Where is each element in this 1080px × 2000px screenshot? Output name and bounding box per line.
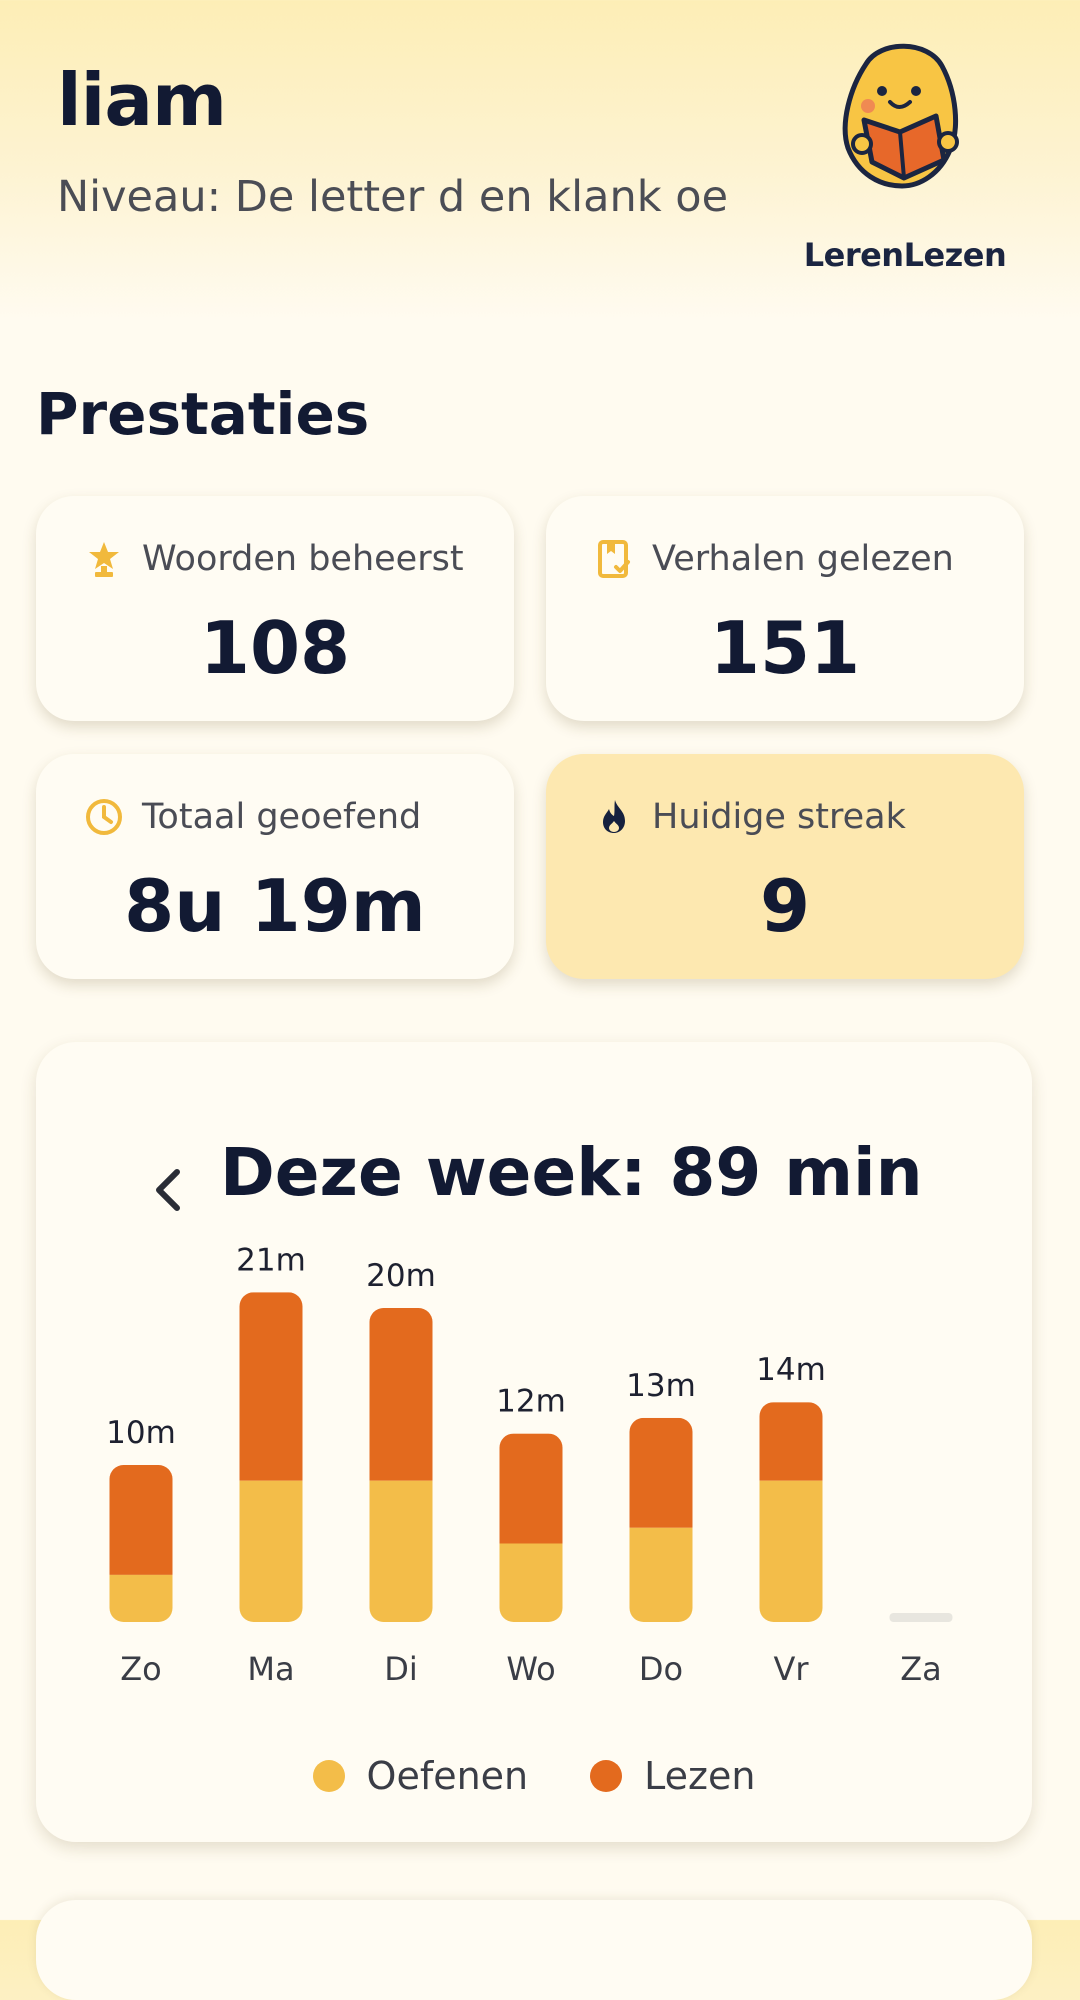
stat-card-stories: Verhalen gelezen 151: [546, 496, 1024, 721]
logo-text: LerenLezen: [803, 236, 1007, 274]
bar-stack: [759, 1402, 823, 1622]
legend-item-lezen: Lezen: [590, 1754, 755, 1798]
previous-week-button[interactable]: [138, 1150, 198, 1230]
stat-value: 9: [759, 864, 811, 948]
bar-segment-oefenen: [109, 1574, 173, 1622]
stat-label: Huidige streak: [652, 797, 906, 837]
x-tick-label: Za: [900, 1650, 942, 1688]
bar-value-label: 10m: [106, 1415, 176, 1451]
bar-stack: [499, 1433, 563, 1622]
bar-stack: [239, 1292, 303, 1622]
stat-value: 8u 19m: [124, 864, 426, 948]
stat-value: 151: [709, 606, 861, 690]
bar-value-label: 20m: [366, 1258, 436, 1294]
section-title: Prestaties: [36, 380, 370, 448]
week-title: Deze week: 89 min: [220, 1134, 923, 1211]
bar-value-label: 12m: [496, 1384, 566, 1420]
x-tick-label: Zo: [120, 1650, 162, 1688]
level-text: Niveau: De letter d en klank oe: [57, 172, 729, 222]
profile-header: liam Niveau: De letter d en klank oe Ler…: [0, 0, 1080, 300]
book-check-icon: [598, 540, 630, 578]
legend-dot: [590, 1760, 623, 1792]
user-name: liam: [57, 58, 227, 142]
legend-dot: [312, 1760, 345, 1792]
bar-segment-oefenen: [759, 1480, 823, 1622]
x-tick-label: Di: [384, 1650, 418, 1688]
bar-stack: [109, 1465, 173, 1622]
stat-label: Verhalen gelezen: [652, 539, 954, 579]
mascot-reading-icon: [842, 43, 959, 189]
bar-segment-oefenen: [499, 1543, 563, 1622]
stat-label: Totaal geoefend: [142, 797, 422, 837]
bar-stack: [369, 1308, 433, 1622]
x-tick-label: Wo: [506, 1650, 555, 1688]
weekly-chart-card: Deze week: 89 min 10m Zo 21m Ma 20m Di 12m Wo 13…: [36, 1042, 1032, 1842]
bar-segment-oefenen: [629, 1527, 693, 1622]
stat-card-streak: Huidige streak 9: [546, 754, 1024, 979]
bar-segment-lezen: [629, 1417, 693, 1528]
chevron-left-icon: [156, 1169, 180, 1211]
bar-segment-oefenen: [239, 1480, 303, 1622]
stat-card-time: Totaal geoefend 8u 19m: [36, 754, 514, 979]
stat-label: Woorden beheerst: [142, 539, 464, 579]
bar-segment-lezen: [759, 1402, 823, 1481]
bar-empty: [889, 1613, 953, 1622]
stat-value: 108: [199, 606, 351, 690]
clock-icon: [86, 799, 122, 835]
bar-stack: [629, 1417, 693, 1622]
weekly-bar-chart: 10m Zo 21m Ma 20m Di 12m Wo 13m Do 14m Vr Za: [106, 1242, 953, 1688]
x-tick-label: Do: [639, 1650, 683, 1688]
stat-card-words: Woorden beheerst 108: [36, 496, 514, 721]
trophy-icon: [89, 542, 119, 577]
chart-legend: Oefenen Lezen: [36, 1754, 1032, 1798]
bar-segment-lezen: [109, 1465, 173, 1575]
legend-label: Lezen: [644, 1754, 756, 1798]
app-logo: LerenLezen: [800, 36, 1010, 274]
bar-segment-lezen: [499, 1433, 563, 1544]
bar-segment-oefenen: [369, 1480, 433, 1622]
x-tick-label: Vr: [773, 1650, 809, 1688]
x-tick-label: Ma: [247, 1650, 294, 1688]
bar-value-label: 21m: [236, 1242, 306, 1278]
bar-segment-lezen: [239, 1292, 303, 1481]
flame-icon: [603, 800, 625, 833]
bar-value-label: 13m: [626, 1368, 696, 1404]
bar-segment-lezen: [369, 1308, 433, 1481]
legend-item-oefenen: Oefenen: [312, 1754, 529, 1798]
legend-label: Oefenen: [366, 1754, 529, 1798]
next-card: [36, 1900, 1032, 2000]
bar-value-label: 14m: [756, 1352, 826, 1388]
